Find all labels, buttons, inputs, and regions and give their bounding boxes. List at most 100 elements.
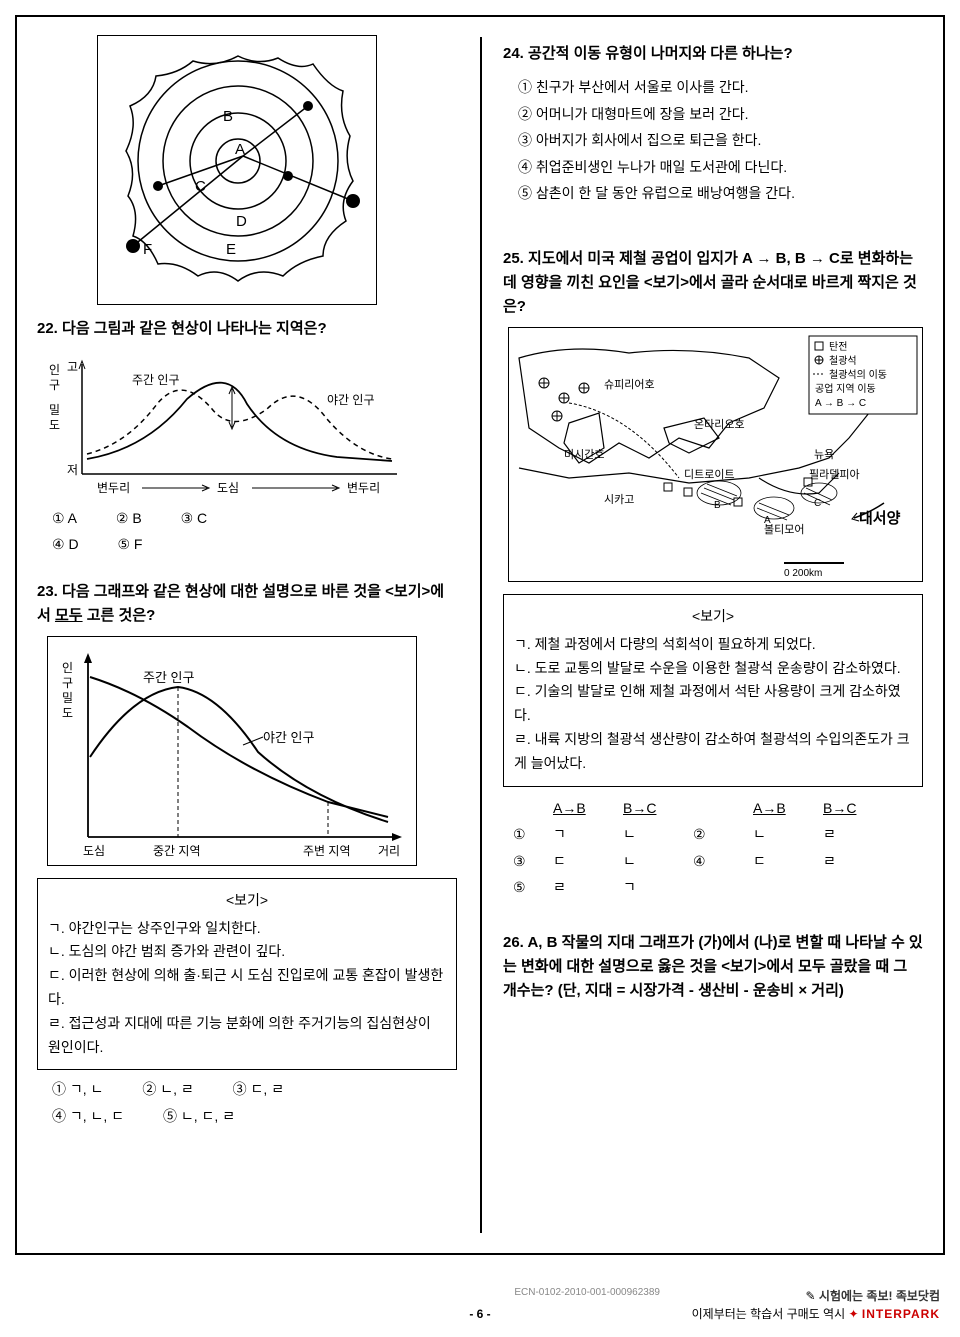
q22-choice-3[interactable]: ③ C [181, 507, 208, 529]
bogi-title: <보기> [48, 889, 446, 913]
q25-title: 25. 지도에서 미국 제철 공업이 입지가 A → B, B → C로 변화하… [503, 247, 923, 319]
svg-text:주간 인구: 주간 인구 [132, 373, 180, 387]
q23-c4[interactable]: ④ ㄱ, ㄴ, ㄷ [52, 1105, 124, 1127]
svg-text:밀: 밀 [62, 691, 73, 705]
label-A: A [235, 141, 245, 158]
svg-text:야간 인구: 야간 인구 [263, 730, 314, 745]
svg-text:디트로이트: 디트로이트 [684, 468, 735, 481]
svg-text:주변 지역: 주변 지역 [303, 844, 351, 858]
footer-ecn: ECN-0102-2010-001-000962389 [514, 1287, 660, 1298]
svg-text:거리: 거리 [378, 844, 400, 858]
q25-b2: ㄴ. 도로 교통의 발달로 수운을 이용한 철광석 운송량이 감소하였다. [514, 657, 912, 681]
q23-bogi-4: ㄹ. 접근성과 지대에 따른 기능 분화에 의한 주거기능의 집심현상이 원인이… [48, 1012, 446, 1060]
svg-text:뉴욕: 뉴욕 [814, 448, 834, 461]
q25-answer-header: A→B B→C A→B B→C [503, 795, 923, 822]
y-label-1: 인 [49, 363, 60, 377]
q23-title: 23. 다음 그래프와 같은 현상에 대한 설명으로 바른 것을 <보기>에서 … [37, 580, 457, 628]
q24-choices: ① 친구가 부산에서 서울로 이사를 간다. ② 어머니가 대형마트에 장을 보… [503, 74, 923, 207]
svg-text:구: 구 [49, 378, 60, 392]
q22-title: 22. 다음 그림과 같은 현상이 나타나는 지역은? [37, 317, 457, 341]
q22-choice-1[interactable]: ① A [52, 507, 77, 529]
svg-text:야간 인구: 야간 인구 [327, 393, 375, 407]
svg-text:중간 지역: 중간 지역 [153, 844, 201, 858]
q22-choices: ① A ② B ③ C ④ D ⑤ F [37, 507, 457, 560]
svg-text:온타리오호: 온타리오호 [694, 418, 745, 431]
q23-c5[interactable]: ⑤ ㄴ, ㄷ, ㄹ [163, 1105, 235, 1127]
label-F: F [143, 241, 152, 258]
q23-bogi-2: ㄴ. 도심의 야간 범죄 증가와 관련이 깊다. [48, 940, 446, 964]
svg-text:철광석: 철광석 [829, 355, 857, 367]
footer-page: - 6 - [469, 1307, 490, 1321]
left-column: A B C D E F 22. 다음 그림과 같은 현상이 나타나는 지역은? … [27, 17, 467, 1161]
svg-text:공업 지역 이동: 공업 지역 이동 [815, 382, 876, 395]
q25-arow-1[interactable]: ③ㄷㄴ ④ㄷㄹ [503, 848, 923, 875]
svg-text:저: 저 [67, 463, 78, 477]
q23-c3[interactable]: ③ ㄷ, ㄹ [233, 1078, 284, 1100]
q25: 25. 지도에서 미국 제철 공업이 입지가 A → B, B → C로 변화하… [503, 247, 923, 901]
q25-arow-5[interactable]: ⑤ㄹㄱ [503, 874, 923, 901]
footer: ECN-0102-2010-001-000962389 - 6 - ✎ 시험에는… [0, 1277, 960, 1337]
svg-text:시카고: 시카고 [604, 493, 634, 506]
q24-title: 24. 공간적 이동 유형이 나머지와 다른 하나는? [503, 42, 923, 66]
svg-text:도: 도 [62, 706, 73, 720]
interpark-icon: ✦ [848, 1307, 858, 1321]
svg-text:탄전: 탄전 [829, 341, 847, 353]
label-B: B [223, 108, 233, 125]
q26: 26. A, B 작물의 지대 그래프가 (가)에서 (나)로 변할 때 나타날… [503, 931, 923, 1003]
svg-text:볼티모어: 볼티모어 [764, 523, 804, 536]
q25-b1: ㄱ. 제철 과정에서 다량의 석회석이 필요하게 되었다. [514, 633, 912, 657]
svg-text:철광석의 이동: 철광석의 이동 [829, 369, 887, 381]
label-D: D [236, 213, 247, 230]
svg-text:대서양: 대서양 [859, 510, 901, 527]
svg-text:고: 고 [67, 360, 78, 374]
svg-text:0 200km: 0 200km [784, 568, 822, 579]
q24-c3[interactable]: ③ 아버지가 회사에서 집으로 퇴근을 한다. [518, 127, 923, 154]
svg-text:도심: 도심 [83, 844, 105, 858]
map-svg: B A C 슈피리어호 온타리오호 미시간호 시카고 디트로이트 필라델피아 볼… [509, 328, 922, 581]
svg-text:C: C [814, 498, 821, 509]
svg-text:변두리: 변두리 [97, 481, 130, 495]
svg-text:도심: 도심 [217, 481, 239, 495]
q23-c2[interactable]: ② ㄴ, ㄹ [142, 1078, 193, 1100]
q22-choice-5[interactable]: ⑤ F [117, 533, 142, 555]
svg-text:인: 인 [62, 661, 73, 675]
q26-title: 26. A, B 작물의 지대 그래프가 (가)에서 (나)로 변할 때 나타날… [503, 931, 923, 1003]
q25-bogi: <보기> ㄱ. 제철 과정에서 다량의 석회석이 필요하게 되었다. ㄴ. 도로… [503, 594, 923, 787]
q23-bogi-3: ㄷ. 이러한 현상에 의해 출·퇴근 시 도심 진입로에 교통 혼잡이 발생한다… [48, 964, 446, 1012]
column-divider [480, 37, 482, 1233]
q23-bogi: <보기> ㄱ. 야간인구는 상주인구와 일치한다. ㄴ. 도심의 야간 범죄 증… [37, 878, 457, 1071]
q22-choice-2[interactable]: ② B [116, 507, 142, 529]
svg-text:미시간호: 미시간호 [564, 448, 604, 461]
page-border: A B C D E F 22. 다음 그림과 같은 현상이 나타나는 지역은? … [15, 15, 945, 1255]
svg-text:B: B [714, 500, 721, 511]
label-C: C [195, 178, 206, 195]
q24-c5[interactable]: ⑤ 삼촌이 한 달 동안 유럽으로 배낭여행을 간다. [518, 180, 923, 207]
q25-b4: ㄹ. 내륙 지방의 철광석 생산량이 감소하여 철광석의 수입의존도가 크게 늘… [514, 728, 912, 776]
footer-branding: ✎ 시험에는 족보! 족보닷컴 이제부터는 학습서 구매도 역시 ✦ INTER… [692, 1287, 940, 1323]
svg-text:변두리: 변두리 [347, 481, 380, 495]
q25-map: B A C 슈피리어호 온타리오호 미시간호 시카고 디트로이트 필라델피아 볼… [508, 327, 923, 582]
q23-c1[interactable]: ① ㄱ, ㄴ [52, 1078, 103, 1100]
q24-c2[interactable]: ② 어머니가 대형마트에 장을 보러 간다. [518, 101, 923, 128]
q25-arow-0[interactable]: ①ㄱㄴ ②ㄴㄹ [503, 821, 923, 848]
q24-c1[interactable]: ① 친구가 부산에서 서울로 이사를 간다. [518, 74, 923, 101]
q22-choice-4[interactable]: ④ D [52, 533, 79, 555]
q25-b3: ㄷ. 기술의 발달로 인해 제철 과정에서 석탄 사용량이 크게 감소하였다. [514, 680, 912, 728]
svg-text:필라델피아: 필라델피아 [809, 468, 860, 481]
logo-icon: ✎ [806, 1289, 819, 1303]
svg-text:A → B → C: A → B → C [815, 398, 866, 409]
q22-diagram: A B C D E F [97, 35, 377, 305]
right-column: 24. 공간적 이동 유형이 나머지와 다른 하나는? ① 친구가 부산에서 서… [493, 17, 933, 1033]
svg-text:밀: 밀 [49, 403, 60, 417]
q22-chart: 인 구 밀 도 고 저 주간 인구 야간 인구 변두리 도심 변두리 [37, 349, 417, 499]
q23-choices: ① ㄱ, ㄴ ② ㄴ, ㄹ ③ ㄷ, ㄹ ④ ㄱ, ㄴ, ㄷ ⑤ ㄴ, ㄷ, ㄹ [37, 1078, 457, 1131]
q23-bogi-1: ㄱ. 야간인구는 상주인구와 일치한다. [48, 917, 446, 941]
q23-chart-box: 인 구 밀 도 주간 인구 야간 인구 도심 중간 지역 [47, 636, 417, 866]
q22: 22. 다음 그림과 같은 현상이 나타나는 지역은? 인 구 밀 도 고 저 … [37, 317, 457, 560]
q24: 24. 공간적 이동 유형이 나머지와 다른 하나는? ① 친구가 부산에서 서… [503, 42, 923, 207]
q23: 23. 다음 그래프와 같은 현상에 대한 설명으로 바른 것을 <보기>에서 … [37, 580, 457, 1131]
svg-text:도: 도 [49, 418, 60, 432]
svg-text:구: 구 [62, 676, 73, 690]
label-E: E [226, 241, 236, 258]
q24-c4[interactable]: ④ 취업준비생인 누나가 매일 도서관에 다닌다. [518, 154, 923, 181]
